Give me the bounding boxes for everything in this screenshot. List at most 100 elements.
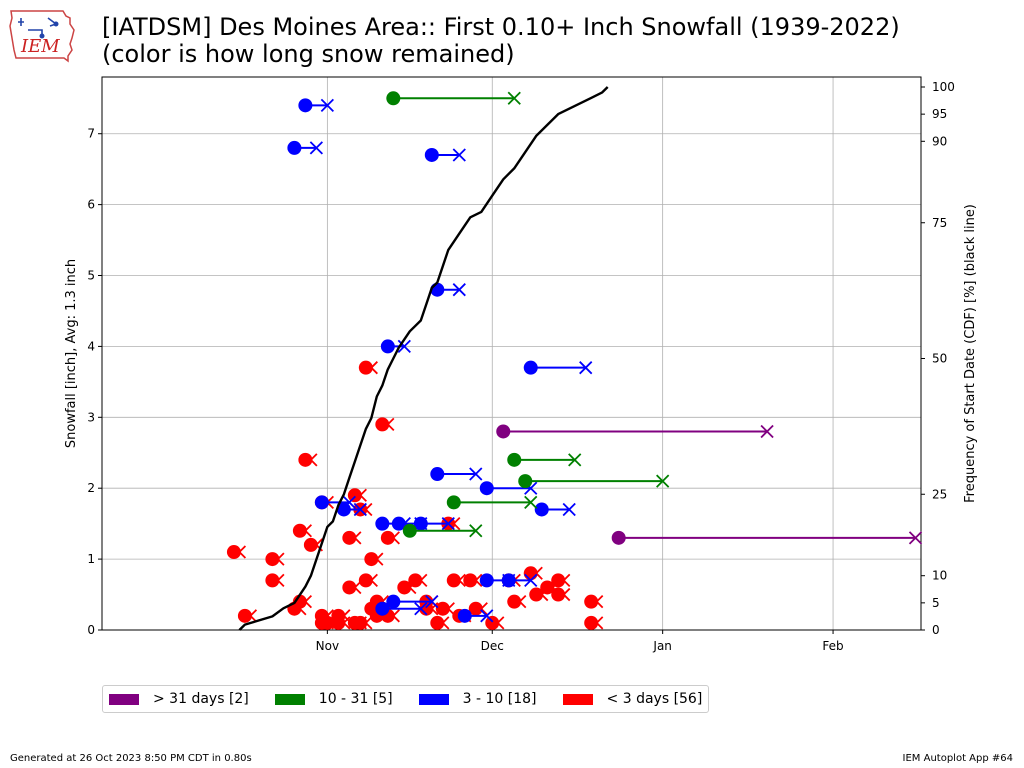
y-tick-label: 6: [87, 198, 95, 212]
x-tick-label: Jan: [652, 639, 672, 653]
event-start-point: [446, 495, 461, 510]
event-start-point: [358, 360, 373, 375]
event-start-point: [402, 523, 417, 538]
iem-logo: IEM: [8, 8, 78, 68]
legend-label-short: 3 - 10 [18]: [462, 691, 537, 707]
y2-tick-label: 25: [932, 487, 947, 501]
event-start-point: [320, 615, 335, 630]
event-end-marker: [529, 566, 543, 580]
event-start-point: [375, 601, 390, 616]
event-start-point: [507, 594, 522, 609]
legend: > 31 days [2] 10 - 31 [5] 3 - 10 [18] < …: [102, 685, 710, 713]
event-start-point: [534, 502, 549, 517]
event-start-point: [353, 615, 368, 630]
event-end-marker: [271, 573, 285, 588]
event-end-marker: [337, 616, 351, 630]
legend-item-short: 3 - 10 [18]: [418, 691, 537, 707]
event-start-point: [380, 530, 395, 545]
event-end-marker: [348, 531, 362, 545]
event-start-point: [523, 360, 538, 375]
event-start-point: [347, 488, 362, 503]
y2-tick-label: 95: [932, 107, 947, 121]
y2-tick-label: 100: [932, 80, 955, 94]
event-start-point: [419, 601, 434, 616]
y-tick-label: 5: [87, 269, 95, 283]
event-start-point: [287, 140, 302, 155]
event-start-point: [551, 573, 566, 588]
event-start-point: [485, 615, 500, 630]
event-start-point: [413, 516, 428, 531]
x-tick-label: Nov: [316, 639, 339, 653]
event-end-marker: [436, 616, 450, 630]
event-start-point: [501, 573, 516, 588]
legend-item-mid: 10 - 31 [5]: [274, 691, 393, 707]
legend-label-long: > 31 days [2]: [153, 691, 249, 707]
event-end-marker: [309, 141, 324, 155]
event-start-point: [237, 608, 252, 623]
event-end-marker: [908, 531, 923, 545]
event-end-marker: [656, 474, 670, 488]
y-tick-label: 4: [87, 339, 95, 353]
event-end-marker: [271, 552, 285, 566]
event-end-marker: [452, 148, 466, 162]
event-end-marker: [469, 467, 483, 481]
event-end-marker: [304, 453, 318, 467]
event-start-point: [364, 552, 379, 567]
y2-tick-label: 75: [932, 216, 947, 230]
y2-tick-label: 10: [932, 569, 947, 583]
footer-generated: Generated at 26 Oct 2023 8:50 PM CDT in …: [10, 753, 252, 764]
plot-frame: [101, 76, 922, 631]
event-start-point: [479, 481, 494, 496]
y-tick-label: 1: [87, 552, 95, 566]
event-end-marker: [370, 552, 384, 566]
event-start-point: [584, 594, 599, 609]
event-end-marker: [579, 361, 593, 375]
event-start-point: [424, 147, 439, 162]
legend-swatch-short: [418, 693, 449, 705]
event-start-point: [314, 495, 329, 510]
legend-label-mid: 10 - 31 [5]: [318, 691, 393, 707]
legend-swatch-long: [109, 693, 139, 705]
event-end-marker: [441, 602, 455, 616]
event-start-point: [342, 580, 357, 595]
event-start-point: [584, 615, 599, 630]
event-start-point: [303, 537, 318, 552]
event-start-point: [435, 601, 450, 616]
event-end-marker: [348, 580, 362, 595]
event-end-marker: [557, 573, 571, 588]
legend-item-brief: < 3 days [56]: [562, 691, 703, 707]
legend-swatch-brief: [562, 693, 593, 705]
event-start-point: [391, 516, 406, 531]
chart-title-line1: [IATDSM] Des Moines Area:: First 0.10+ I…: [102, 13, 900, 41]
y2-axis-label: Frequency of Start Date (CDF) [%] (black…: [963, 204, 978, 503]
event-end-marker: [469, 524, 483, 538]
event-start-point: [331, 615, 346, 630]
event-end-marker: [364, 361, 378, 375]
event-end-marker: [298, 524, 313, 538]
y2-tick-label: 5: [932, 596, 940, 610]
event-end-marker: [760, 424, 774, 439]
event-end-marker: [386, 531, 400, 545]
event-start-point: [397, 580, 412, 595]
event-start-point: [408, 573, 423, 588]
chart-title: [IATDSM] Des Moines Area:: First 0.10+ I…: [102, 14, 900, 68]
y-tick-label: 3: [87, 410, 95, 424]
event-end-marker: [452, 283, 466, 297]
event-end-marker: [414, 602, 428, 616]
event-start-point: [496, 424, 511, 439]
event-end-marker: [397, 339, 411, 354]
event-start-point: [298, 98, 313, 113]
y2-tick-label: 0: [932, 623, 940, 637]
event-start-point: [375, 516, 390, 531]
event-end-marker: [557, 587, 571, 602]
y-axis-label: Snowfall [inch], Avg: 1.3 inch: [64, 259, 79, 448]
event-end-marker: [386, 609, 400, 623]
event-end-marker: [243, 609, 258, 623]
legend-label-brief: < 3 days [56]: [606, 691, 703, 707]
event-start-point: [457, 608, 472, 623]
event-start-point: [430, 467, 445, 482]
event-start-point: [446, 573, 461, 588]
event-start-point: [507, 452, 522, 467]
chart-title-line2: (color is how long snow remained): [102, 40, 515, 68]
event-start-point: [468, 601, 483, 616]
